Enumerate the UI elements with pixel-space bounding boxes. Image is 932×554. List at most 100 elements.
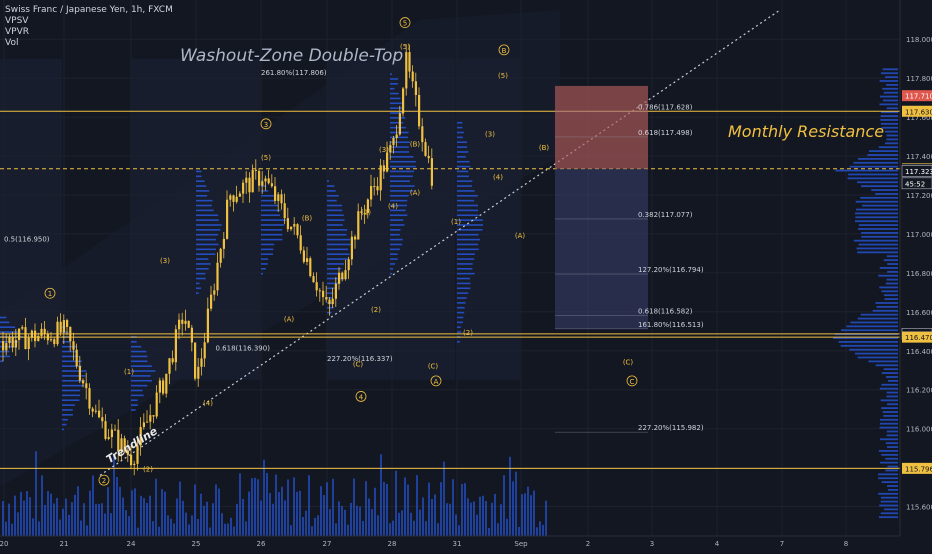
symbol-title[interactable]: Swiss Franc / Japanese Yen, 1h, FXCM [5,5,173,15]
volume-bar [365,481,367,536]
vpvr-row [861,231,898,234]
target-zone[interactable] [555,168,648,330]
price-label-text: 117.323 [905,168,932,176]
session-profile-row [261,199,275,202]
session-profile-row [196,214,219,217]
vpvr-row [879,426,898,429]
volume-bar [398,512,400,536]
candle-body [149,415,152,422]
session-profile-row [457,302,466,304]
session-profile-row [390,253,398,255]
volume-bar [536,527,538,536]
vpvr-row [848,173,898,176]
volume-bar [110,513,112,536]
vpvr-row [849,348,898,351]
session-profile-row [457,233,479,236]
vpvr-row [875,193,898,195]
session-profile-row [62,350,77,353]
session-profile-row [390,229,401,231]
volume-bar [470,502,472,536]
vpvr-row [887,263,898,265]
session-profile-row [390,185,415,187]
vpvr-row [857,356,898,359]
time-tick: 2 [586,540,590,548]
candle-body [363,213,366,215]
session-profile-row [457,229,483,231]
volume-bar [158,526,160,536]
wave-label: (2) [371,306,381,314]
volume-bar [458,525,460,536]
session-profile-row [457,131,464,134]
session-profile-row [327,233,347,236]
volume-bar [407,484,409,536]
vpvr-row [882,99,898,102]
wave-label: (4) [493,173,503,181]
session-profile-row [261,219,287,221]
wave-label: (2) [463,329,473,337]
volume-bar [29,497,31,536]
volume-bar [35,451,37,536]
price-tick: 115.600 [906,504,932,512]
candle-body [206,308,209,343]
trendline[interactable] [99,9,781,476]
volume-bar [38,521,40,536]
vpvr-row [883,259,898,262]
volume-bar [20,491,22,536]
volume-bar [440,482,442,536]
indicator-vpvr[interactable]: VPVR [5,27,29,37]
volume-bar [215,484,217,536]
stop-loss-zone[interactable] [555,85,648,169]
session-profile-row [327,292,334,294]
annotation-title[interactable]: Washout-Zone Double-Top [180,46,404,66]
session-profile-row [196,243,219,246]
vpvr-row [868,360,898,363]
volume-bar [539,521,541,536]
price-tick: 116.600 [906,309,932,317]
session-profile-row [62,428,64,431]
volume-bar [5,521,7,536]
vpvr-row [879,103,898,106]
volume-bar [482,495,484,536]
candle-body [424,142,427,156]
volume-bar [161,489,163,536]
volume-bar [524,493,526,536]
volume-bar [443,461,445,536]
candle-body [386,152,389,172]
volume-bar [485,500,487,536]
volume-bar [176,498,178,536]
candle-body [110,429,113,438]
indicator-vol[interactable]: Vol [5,38,19,48]
candle-body [53,339,56,345]
volume-bar [44,504,46,536]
session-profile-row [390,170,414,173]
volume-bar [410,512,412,536]
volume-bar [200,493,202,536]
candle-body [242,182,245,194]
price-tick: 117.000 [906,231,932,239]
price-label-text: 117.710 [905,93,932,101]
session-profile-row [457,160,470,163]
candle-body [366,199,369,214]
indicator-vpsv[interactable]: VPSV [5,16,29,26]
volume-bar [371,509,373,536]
session-profile-row [457,268,473,270]
session-profile-row [457,185,472,187]
volume-bar [254,477,256,536]
session-profile-row [131,355,148,358]
session-profile-row [390,175,413,178]
session-profile-row [327,272,340,275]
session-profile-row [261,243,275,246]
vpvr-row [887,489,898,491]
volume-bar [17,512,19,536]
volume-bar [302,516,304,536]
session-profile-row [327,190,336,192]
vpvr-row [885,130,898,133]
session-profile-row [62,355,79,358]
session-profile-row [457,146,468,148]
annotation-resistance[interactable]: Monthly Resistance [728,122,885,141]
session-profile-row [390,83,398,85]
candle-body [315,282,318,291]
session-profile-row [457,209,479,212]
